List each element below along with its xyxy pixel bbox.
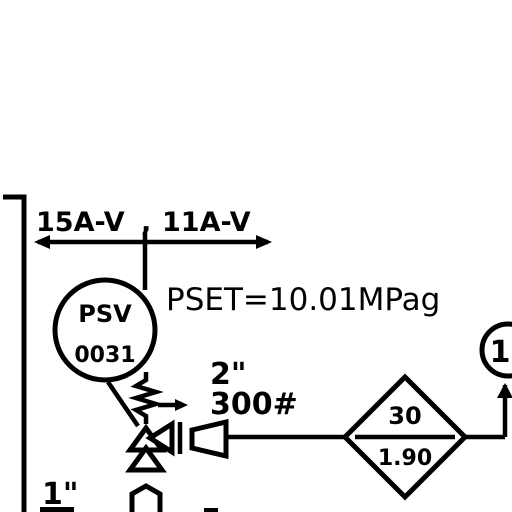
psv-bubble	[52, 277, 158, 383]
valve-outlet-triangle	[145, 419, 175, 457]
spring-icon	[128, 372, 164, 424]
spring-arrow-icon	[175, 399, 188, 411]
psv-tag: PSV	[78, 300, 132, 328]
inlet-size: 1"	[42, 477, 79, 512]
outlet-rating: 300#	[210, 387, 298, 422]
inlet-flange	[129, 483, 163, 512]
left-vertical-line	[3, 194, 27, 512]
line-label-left: 15A-V	[36, 207, 125, 238]
valve-bottom-triangle	[125, 443, 167, 473]
outlet-size: 2"	[210, 357, 247, 392]
arrow-right-icon	[256, 235, 272, 249]
up-arrow-icon	[497, 383, 512, 398]
psv-set-pressure: PSET=10.01MPag	[166, 282, 440, 318]
diamond-top-value: 30	[388, 402, 421, 430]
diamond-bottom-value: 1.90	[378, 446, 432, 471]
psv-number: 0031	[74, 343, 135, 368]
instrument-bubble-text: 1	[490, 335, 511, 370]
line-label-separator: ,	[141, 207, 151, 238]
instrument-bubble	[479, 321, 512, 379]
bottom-mark-left	[40, 507, 74, 512]
line-label-right: 11A-V	[162, 207, 251, 238]
bottom-mark-right	[204, 508, 218, 512]
arrow-left-icon	[34, 235, 50, 249]
psv-bubble-leader	[106, 380, 140, 428]
reducer-icon	[189, 418, 229, 460]
